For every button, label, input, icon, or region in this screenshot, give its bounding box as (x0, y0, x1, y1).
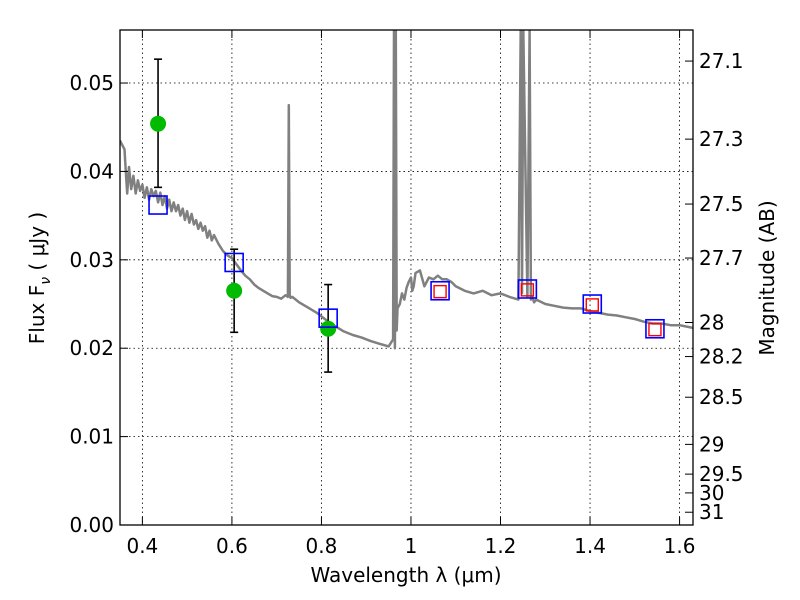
mag-tick-label: 28 (699, 310, 724, 334)
y-tick-label: 0.05 (69, 71, 114, 95)
mag-tick-label: 29 (699, 432, 724, 456)
model-square (224, 252, 244, 273)
model-square (430, 280, 450, 301)
x-tick-label: 1.2 (485, 534, 517, 558)
template-spectrum (120, 30, 693, 350)
y-axis-label-sub: ν (38, 277, 54, 285)
y-tick-label: 0.04 (69, 159, 114, 183)
mag-tick-label: 27.1 (699, 49, 744, 73)
y2-axis-label: Magnitude (AB) (755, 200, 779, 355)
grid (120, 30, 693, 526)
mag-tick-label: 27.5 (699, 192, 744, 216)
model-square (148, 195, 168, 215)
y-tick-label: 0.00 (69, 513, 114, 537)
x-tick-label: 0.6 (216, 534, 248, 558)
mag-tick-label: 27.3 (699, 127, 744, 151)
observed-point (320, 320, 337, 337)
mag-tick-label: 28.2 (699, 345, 744, 369)
mag-tick-label: 31 (699, 500, 724, 524)
y-tick-label: 0.01 (69, 425, 114, 449)
y-ticks: 0.00 0.01 0.02 0.03 0.04 0.05 (69, 71, 128, 537)
model-square (318, 308, 338, 328)
x-tick-label: 1.6 (664, 534, 696, 558)
x-axis-label: Wavelength λ (μm) (310, 563, 501, 587)
plot-frame (119, 29, 694, 526)
x-ticks: 0.4 0.6 0.8 1 1.2 1.4 1.6 (126, 30, 695, 558)
predicted-square (520, 283, 535, 297)
model-square (645, 318, 665, 339)
y-tick-label: 0.03 (69, 248, 114, 272)
x-tick-label: 1.4 (574, 534, 606, 558)
y-axis-label: Flux Fν ( μJy ) (25, 212, 54, 344)
observed-point (150, 115, 167, 132)
y-axis-label-unit: ( μJy ) (25, 212, 49, 277)
x-tick-label: 1 (405, 534, 418, 558)
x-tick-label: 0.4 (126, 534, 158, 558)
spectrum-line (120, 30, 693, 350)
model-squares (148, 195, 665, 339)
model-square (582, 294, 603, 314)
y-axis-label-main: Flux F (25, 285, 49, 344)
x-tick-label: 0.8 (306, 534, 338, 558)
observed-points (150, 115, 337, 337)
predicted-square (585, 298, 599, 312)
predicted-square (433, 284, 447, 299)
mag-tick-label: 29.5 (699, 462, 744, 486)
mag-tick-label: 30 (699, 481, 724, 505)
mag-tick-label: 27.7 (699, 246, 744, 270)
mag-tick-label: 28.5 (699, 385, 744, 409)
model-square (517, 279, 538, 299)
y-tick-label: 0.02 (69, 336, 114, 360)
observed-point (226, 282, 243, 299)
predicted-square (648, 322, 662, 337)
